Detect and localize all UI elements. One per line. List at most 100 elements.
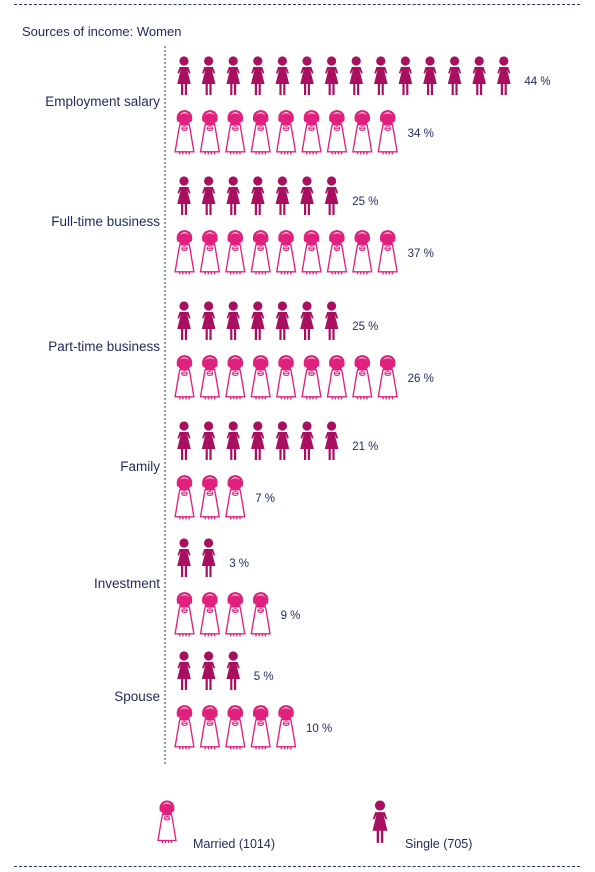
married-value-label: 37 % <box>408 248 434 260</box>
single-woman-icon <box>251 176 265 215</box>
category-group: Full-time business 25 % 37 % <box>51 176 434 275</box>
married-woman-icon <box>225 354 246 400</box>
married-woman-icon <box>250 354 271 400</box>
married-woman-icon <box>199 704 220 750</box>
single-woman-icon <box>201 651 216 690</box>
married-woman-icon <box>276 704 297 750</box>
single-woman-icon <box>251 421 265 460</box>
single-woman-icon <box>300 301 314 340</box>
single-woman-icon <box>324 421 339 460</box>
single-value-label: 5 % <box>254 671 274 683</box>
married-woman-icon <box>352 109 373 155</box>
single-value-label: 25 % <box>352 196 378 208</box>
single-woman-icon <box>300 56 314 95</box>
single-woman-icon <box>300 421 314 460</box>
category-label: Part-time business <box>48 339 160 354</box>
category-label: Full-time business <box>51 214 160 229</box>
married-woman-icon <box>225 591 246 637</box>
category-group: Employment salary 44 % 34 % <box>45 56 551 155</box>
single-woman-icon <box>251 301 265 340</box>
married-woman-icon <box>174 591 195 637</box>
single-woman-icon <box>324 301 339 340</box>
single-woman-icon <box>251 56 265 95</box>
legend-married-label: Married (1014) <box>193 837 275 851</box>
married-woman-icon <box>199 474 220 520</box>
single-woman-icon <box>497 56 511 95</box>
single-woman-icon <box>423 56 437 95</box>
single-woman-icon <box>275 301 290 340</box>
married-woman-icon <box>377 109 398 155</box>
married-woman-icon <box>174 109 195 155</box>
single-woman-icon <box>201 301 216 340</box>
married-value-label: 34 % <box>408 128 434 140</box>
single-woman-icon <box>349 56 363 95</box>
married-woman-icon <box>174 704 195 750</box>
single-woman-icon <box>226 301 240 340</box>
married-woman-icon <box>225 229 246 275</box>
married-woman-icon <box>301 229 322 275</box>
married-woman-icon <box>225 474 246 520</box>
single-value-label: 3 % <box>229 558 249 570</box>
married-woman-icon <box>174 229 195 275</box>
single-woman-icon <box>300 176 314 215</box>
chart-title: Sources of income: Women <box>22 24 182 39</box>
category-group: Part-time business 25 % 26 % <box>48 301 434 400</box>
top-divider <box>14 4 580 5</box>
bottom-divider <box>14 866 580 867</box>
married-woman-icon <box>199 354 220 400</box>
single-woman-icon <box>201 538 216 577</box>
single-value-label: 21 % <box>352 441 378 453</box>
single-value-label: 25 % <box>352 321 378 333</box>
single-woman-icon <box>177 651 191 690</box>
married-woman-icon <box>276 109 297 155</box>
category-group: Investment 3 % 9 % <box>94 538 301 637</box>
married-woman-icon <box>326 109 347 155</box>
married-woman-icon <box>225 109 246 155</box>
married-woman-icon <box>276 229 297 275</box>
category-label: Investment <box>94 576 160 591</box>
single-woman-icon <box>177 176 191 215</box>
married-woman-icon <box>250 109 271 155</box>
single-woman-icon <box>226 56 240 95</box>
married-woman-icon <box>301 354 322 400</box>
single-woman-icon <box>398 56 413 95</box>
married-woman-icon <box>174 474 195 520</box>
chart-rows: Employment salary 44 % 34 % Full-time busin… <box>45 56 551 750</box>
married-woman-icon <box>250 704 271 750</box>
single-woman-icon <box>177 56 191 95</box>
married-woman-icon <box>174 354 195 400</box>
single-woman-icon <box>201 421 216 460</box>
single-woman-icon <box>177 301 191 340</box>
married-value-label: 7 % <box>255 493 275 505</box>
single-woman-icon <box>226 421 240 460</box>
married-woman-icon <box>199 109 220 155</box>
married-woman-icon <box>250 591 271 637</box>
married-woman-icon <box>276 354 297 400</box>
single-woman-icon <box>374 56 388 95</box>
legend-single-label: Single (705) <box>405 837 472 851</box>
married-woman-icon <box>225 704 246 750</box>
category-label: Spouse <box>114 689 160 704</box>
married-value-label: 9 % <box>281 610 301 622</box>
single-woman-icon <box>275 421 290 460</box>
married-value-label: 10 % <box>306 723 332 735</box>
single-woman-icon <box>177 421 191 460</box>
single-woman-icon <box>226 176 240 215</box>
married-woman-icon <box>326 229 347 275</box>
single-woman-icon <box>201 56 216 95</box>
married-woman-icon <box>377 354 398 400</box>
married-woman-icon <box>199 591 220 637</box>
married-woman-icon <box>326 354 347 400</box>
married-value-label: 26 % <box>408 373 434 385</box>
legend: Married (1014) Single (705) <box>157 799 472 851</box>
legend-single-icon <box>372 800 388 843</box>
single-woman-icon <box>177 538 191 577</box>
legend-married-icon <box>157 799 177 844</box>
married-woman-icon <box>377 229 398 275</box>
category-label: Employment salary <box>45 94 160 109</box>
single-woman-icon <box>275 56 290 95</box>
married-woman-icon <box>250 229 271 275</box>
category-group: Spouse 5 % 10 % <box>114 651 332 750</box>
single-woman-icon <box>472 56 486 95</box>
